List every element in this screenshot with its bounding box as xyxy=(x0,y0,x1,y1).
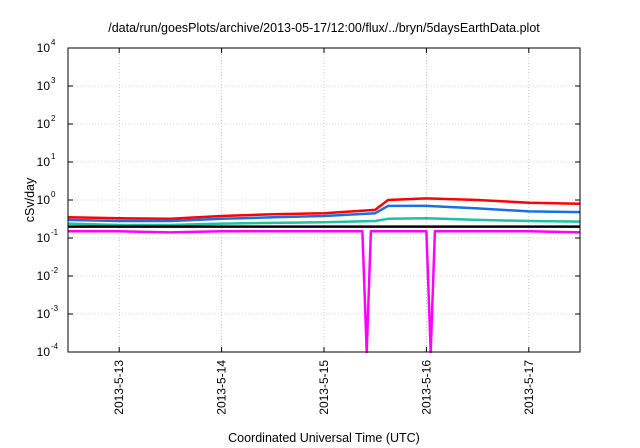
y-tick-label-exponent: 1 xyxy=(51,152,56,161)
x-tick-label: 2013-5-16 xyxy=(419,360,433,415)
y-tick-label-base: 10 xyxy=(37,155,51,169)
y-tick-label-base: 10 xyxy=(37,117,51,131)
y-tick-label-base: 10 xyxy=(37,231,51,245)
grid xyxy=(68,48,580,352)
y-axis-label: cSv/day xyxy=(23,177,37,222)
x-tick-label: 2013-5-17 xyxy=(522,360,536,415)
y-tick-label-exponent: 3 xyxy=(51,76,56,85)
y-tick-label-exponent: -4 xyxy=(51,342,59,351)
x-tick-label: 2013-5-15 xyxy=(317,360,331,415)
y-tick-label-base: 10 xyxy=(37,269,51,283)
y-tick-label-exponent: 4 xyxy=(51,38,56,47)
y-tick-label-exponent: -2 xyxy=(51,266,59,275)
series-line xyxy=(67,204,581,223)
chart-title: /data/run/goesPlots/archive/2013-05-17/1… xyxy=(108,21,540,35)
plot-series xyxy=(67,197,581,354)
y-tick-label-exponent: -3 xyxy=(51,304,59,313)
y-tick-label-base: 10 xyxy=(37,79,51,93)
x-axis-label: Coordinated Universal Time (UTC) xyxy=(228,431,420,445)
y-tick-label-base: 10 xyxy=(37,41,51,55)
y-tick-label-exponent: 0 xyxy=(51,190,56,199)
x-tick-label: 2013-5-14 xyxy=(215,360,229,415)
y-tick-label-base: 10 xyxy=(37,345,51,359)
y-tick-label-exponent: -1 xyxy=(51,228,59,237)
series-line xyxy=(67,197,581,221)
y-tick-label-base: 10 xyxy=(37,193,51,207)
x-ticks: 2013-5-13 2013-5-14 2013-5-15 2013-5-16 2013… xyxy=(112,48,536,415)
x-tick-label: 2013-5-13 xyxy=(112,360,126,415)
y-tick-label-base: 10 xyxy=(37,307,51,321)
series-line xyxy=(67,217,581,227)
y-tick-label-exponent: 2 xyxy=(51,114,56,123)
